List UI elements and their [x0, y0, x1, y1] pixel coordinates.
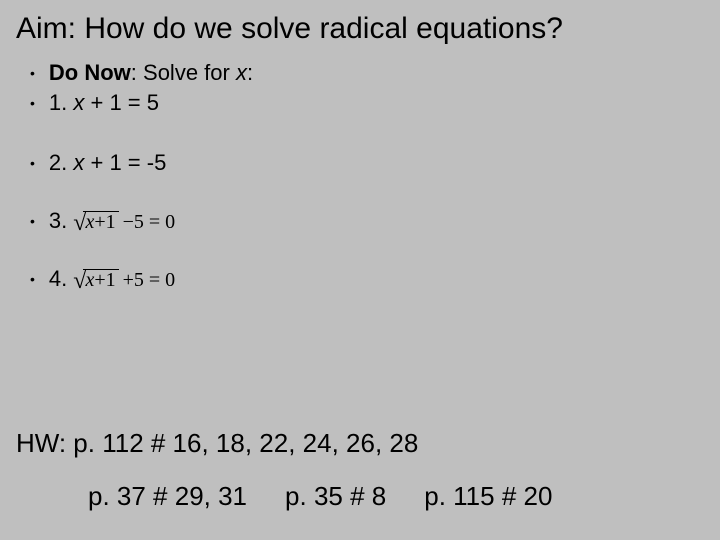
bullet-dot-icon: •	[30, 272, 35, 286]
b2-prefix: 2.	[49, 150, 73, 175]
bullet-dot-icon: •	[30, 156, 35, 170]
radicand: x+1	[83, 269, 118, 290]
bullet-4: • 4. √ x+1 +5 = 0	[16, 266, 704, 292]
bullet-text: 1. x + 1 = 5	[49, 90, 159, 116]
b1-rest: + 1 = 5	[84, 90, 159, 115]
bullet-text: 3. √ x+1 −5 = 0	[49, 208, 175, 234]
hw-part-a: p. 37 # 29, 31	[88, 481, 247, 512]
slide-title: Aim: How do we solve radical equations?	[0, 0, 720, 54]
bullet-text: 2. x + 1 = -5	[49, 150, 166, 176]
bullet-do-now: • Do Now: Solve for x:	[16, 60, 704, 86]
b1-prefix: 1.	[49, 90, 73, 115]
bullet-dot-icon: •	[30, 96, 35, 110]
radical-icon: √	[73, 271, 86, 291]
hw-part-b: p. 35 # 8	[285, 481, 386, 512]
b3-prefix: 3.	[49, 208, 67, 234]
hw-line-2: p. 37 # 29, 31 p. 35 # 8 p. 115 # 20	[16, 481, 704, 512]
bullet-text: Do Now: Solve for x:	[49, 60, 253, 86]
bullet-dot-icon: •	[30, 66, 35, 80]
slide-content: • Do Now: Solve for x: • 1. x + 1 = 5 • …	[0, 54, 720, 292]
bullet-3: • 3. √ x+1 −5 = 0	[16, 208, 704, 234]
b2-rest: + 1 = -5	[84, 150, 166, 175]
radical-icon: √	[73, 213, 86, 233]
eq-tail: +5 = 0	[119, 270, 176, 290]
hw-line-1: HW: p. 112 # 16, 18, 22, 24, 26, 28	[16, 428, 704, 459]
b4-prefix: 4.	[49, 266, 67, 292]
do-now-colon: :	[247, 60, 253, 85]
radical-expression: √ x+1 +5 = 0	[73, 269, 175, 290]
homework-block: HW: p. 112 # 16, 18, 22, 24, 26, 28 p. 3…	[16, 428, 704, 512]
hw-part-c: p. 115 # 20	[424, 481, 552, 512]
eq-tail: −5 = 0	[119, 212, 176, 232]
b2-var: x	[73, 150, 84, 175]
do-now-rest: : Solve for	[131, 60, 236, 85]
do-now-var: x	[236, 60, 247, 85]
do-now-label: Do Now	[49, 60, 131, 85]
radical-expression: √ x+1 −5 = 0	[73, 211, 175, 232]
bullet-1: • 1. x + 1 = 5	[16, 90, 704, 116]
b1-var: x	[73, 90, 84, 115]
radicand: x+1	[83, 211, 118, 232]
bullet-2: • 2. x + 1 = -5	[16, 150, 704, 176]
bullet-text: 4. √ x+1 +5 = 0	[49, 266, 175, 292]
bullet-dot-icon: •	[30, 214, 35, 228]
slide: Aim: How do we solve radical equations? …	[0, 0, 720, 540]
